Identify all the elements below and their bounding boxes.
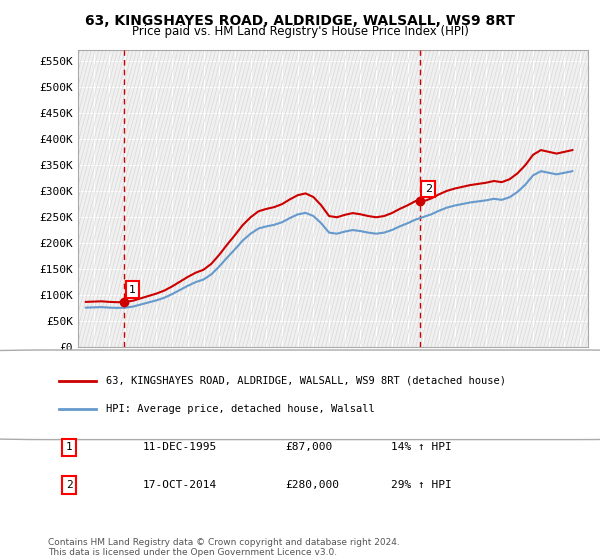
Text: 1: 1 [66,442,73,452]
FancyBboxPatch shape [73,50,593,347]
Text: 63, KINGSHAYES ROAD, ALDRIDGE, WALSALL, WS9 8RT: 63, KINGSHAYES ROAD, ALDRIDGE, WALSALL, … [85,14,515,28]
Text: 14% ↑ HPI: 14% ↑ HPI [391,442,452,452]
Text: 17-OCT-2014: 17-OCT-2014 [143,480,217,490]
Text: Contains HM Land Registry data © Crown copyright and database right 2024.
This d: Contains HM Land Registry data © Crown c… [48,538,400,557]
Text: 2: 2 [425,184,432,194]
Text: £280,000: £280,000 [286,480,340,490]
Text: 29% ↑ HPI: 29% ↑ HPI [391,480,452,490]
FancyBboxPatch shape [0,350,600,440]
Text: 11-DEC-1995: 11-DEC-1995 [143,442,217,452]
Text: 63, KINGSHAYES ROAD, ALDRIDGE, WALSALL, WS9 8RT (detached house): 63, KINGSHAYES ROAD, ALDRIDGE, WALSALL, … [106,376,506,386]
Text: Price paid vs. HM Land Registry's House Price Index (HPI): Price paid vs. HM Land Registry's House … [131,25,469,38]
Text: 1: 1 [129,284,136,295]
Text: 2: 2 [66,480,73,490]
Text: £87,000: £87,000 [286,442,333,452]
Text: HPI: Average price, detached house, Walsall: HPI: Average price, detached house, Wals… [106,404,375,414]
